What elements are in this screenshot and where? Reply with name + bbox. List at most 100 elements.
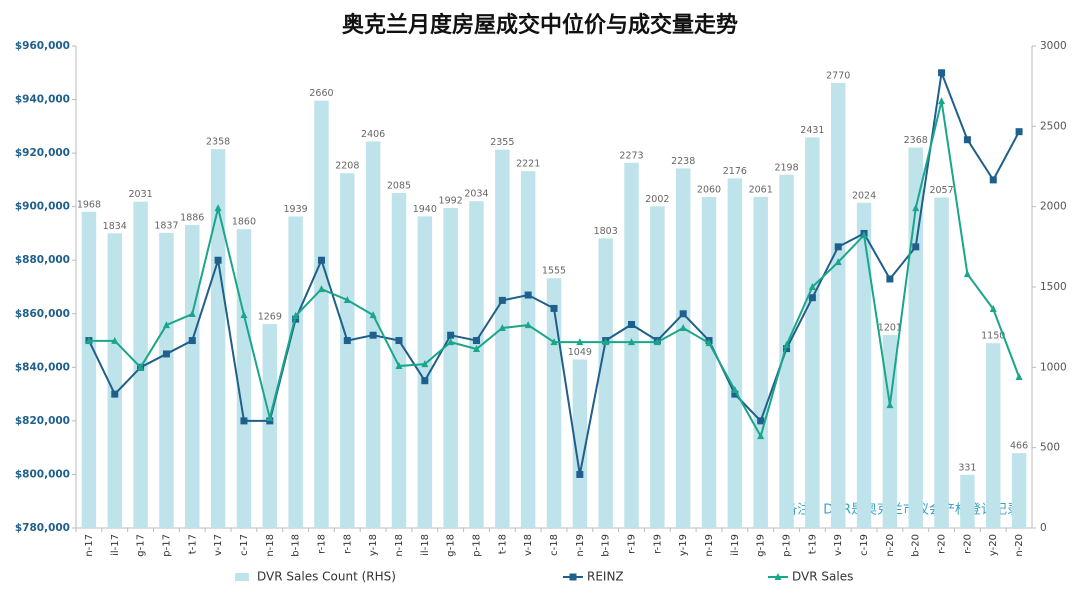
y-tick-label: $780,000	[15, 522, 70, 534]
bar-value-label: 2061	[749, 184, 773, 195]
marker	[757, 417, 765, 425]
marker	[343, 337, 351, 345]
y-tick-label: $820,000	[15, 415, 70, 427]
bar	[701, 197, 717, 528]
bar-value-label: 1939	[284, 204, 308, 215]
marker	[989, 176, 997, 184]
x-tick-label: n-17	[84, 534, 95, 557]
x-tick-label: r-18	[316, 534, 327, 554]
bar	[572, 359, 588, 528]
bar-value-label: 2031	[129, 189, 153, 200]
bar-value-label: 1150	[981, 331, 1005, 342]
marker	[1015, 372, 1023, 380]
marker	[266, 413, 274, 421]
bar-value-label: 2208	[335, 161, 359, 172]
marker	[524, 291, 532, 299]
y-tick-label: $800,000	[15, 468, 70, 480]
marker	[808, 283, 816, 290]
x-tick-label: r-20	[962, 534, 973, 554]
x-tick-label: r-20	[937, 534, 948, 554]
y2-tick-label: 2500	[1040, 120, 1067, 132]
bar-value-label: 1860	[232, 217, 256, 228]
bar	[469, 201, 484, 529]
marker	[963, 270, 971, 278]
bar	[520, 171, 536, 528]
bar-value-label: 2002	[645, 194, 669, 205]
bar-value-label: 2198	[774, 162, 798, 173]
bar	[288, 216, 303, 528]
marker	[111, 390, 119, 398]
bar	[210, 149, 226, 528]
bar	[391, 193, 407, 528]
marker	[447, 338, 455, 346]
marker	[214, 204, 222, 212]
x-tick-label: p-19	[782, 534, 793, 557]
bar	[986, 343, 1001, 528]
bar-value-label: 2660	[309, 88, 333, 99]
marker	[731, 390, 739, 398]
bar	[546, 278, 562, 528]
bar-value-label: 2770	[826, 70, 850, 81]
y-tick-label: $920,000	[15, 147, 70, 159]
x-tick-label: il-19	[730, 534, 741, 556]
marker	[628, 320, 636, 328]
x-tick-label: c-17	[239, 534, 250, 556]
x-tick-label: r-19	[627, 534, 638, 554]
y-tick-label: $880,000	[15, 254, 70, 266]
y2-tick-label: 1500	[1040, 281, 1067, 293]
legend-label: DVR Sales	[792, 570, 853, 584]
bar-value-label: 1886	[180, 212, 204, 223]
marker	[1015, 128, 1023, 136]
y2-tick-label: 3000	[1040, 40, 1067, 52]
bar-value-label: 331	[958, 462, 976, 473]
marker	[214, 256, 222, 264]
x-tick-label: n-19	[575, 534, 586, 557]
bar	[1011, 453, 1027, 528]
marker	[498, 323, 506, 331]
bar-value-label: 2406	[361, 129, 385, 140]
marker	[369, 331, 377, 339]
marker	[757, 432, 765, 440]
bar	[236, 229, 252, 528]
marker	[317, 285, 325, 293]
legend-label: REINZ	[587, 570, 624, 584]
marker	[938, 69, 946, 77]
marker	[292, 311, 300, 319]
marker	[421, 360, 429, 368]
marker	[783, 341, 791, 349]
x-tick-label: n-18	[265, 534, 276, 557]
bar-value-label: 2057	[929, 185, 953, 196]
bar-value-label: 1940	[413, 204, 437, 215]
marker	[602, 338, 610, 346]
x-tick-label: b-18	[291, 534, 302, 557]
x-tick-label: p-18	[471, 534, 482, 557]
marker	[705, 339, 713, 347]
y2-tick-label: 0	[1040, 522, 1047, 534]
marker	[188, 309, 196, 317]
bar	[805, 137, 820, 529]
bar	[624, 162, 639, 528]
marker	[472, 337, 480, 345]
bar	[443, 207, 458, 528]
marker	[653, 338, 661, 346]
marker	[679, 310, 687, 318]
bar-value-label: 2034	[464, 189, 488, 200]
marker	[886, 275, 894, 283]
bar-value-label: 2355	[490, 137, 514, 148]
marker	[808, 294, 816, 302]
marker	[886, 401, 894, 409]
x-tick-label: il-18	[420, 534, 431, 556]
bar	[340, 173, 355, 529]
x-tick-label: b-20	[911, 534, 922, 557]
x-tick-label: y-19	[678, 534, 689, 556]
x-tick-label: n-18	[394, 534, 405, 557]
x-tick-label: t-17	[187, 534, 198, 554]
bar-value-label: 1992	[439, 195, 463, 206]
marker	[550, 338, 558, 346]
bar	[107, 233, 122, 528]
bar-value-label: 2085	[387, 181, 411, 192]
marker	[395, 362, 403, 370]
legend-swatch	[235, 573, 249, 581]
bar-value-label: 2368	[904, 135, 928, 146]
marker	[343, 296, 351, 304]
